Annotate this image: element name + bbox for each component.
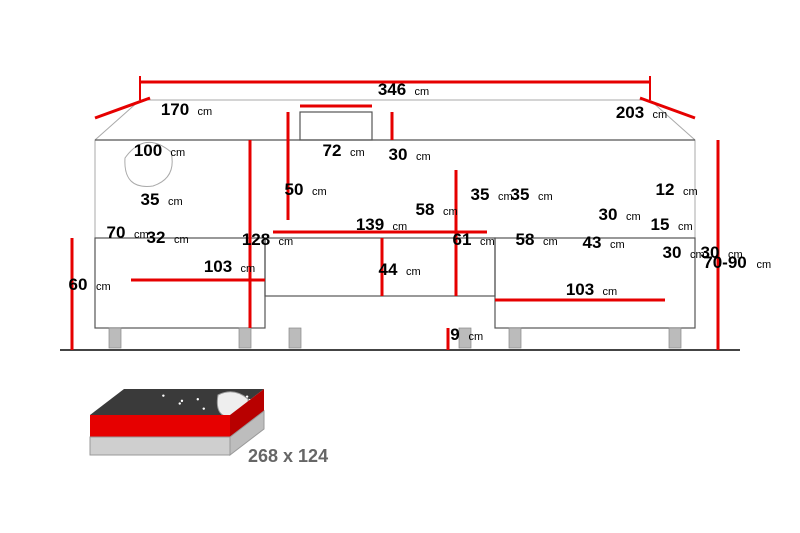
svg-text:cm: cm [678, 221, 693, 233]
dim-h30c: 30cm [663, 243, 705, 262]
dim-w30b: 30 cm [599, 205, 641, 224]
dim-h70: 70cm [107, 223, 149, 242]
dim-w35c: 35 cm [511, 185, 553, 204]
dim-w43: 43 cm [583, 233, 625, 252]
dim-w72: 72 cm [323, 141, 365, 160]
svg-text:cm: cm [653, 109, 668, 121]
svg-text:cm: cm [469, 331, 484, 343]
svg-text:cm: cm [610, 239, 625, 251]
svg-text:cm: cm [96, 281, 111, 293]
svg-text:cm: cm [174, 234, 189, 246]
dim-w170: 170 cm [161, 100, 212, 119]
dim-h30a: 30 cm [389, 145, 431, 164]
svg-text:cm: cm [480, 236, 495, 248]
dim-w139: 139 cm [356, 215, 407, 234]
svg-text:61: 61 [453, 230, 472, 249]
svg-text:35: 35 [471, 185, 490, 204]
svg-text:cm: cm [350, 147, 365, 159]
svg-text:cm: cm [406, 266, 421, 278]
svg-text:15: 15 [651, 215, 670, 234]
svg-text:cm: cm [416, 151, 431, 163]
svg-text:58: 58 [516, 230, 535, 249]
svg-text:128: 128 [242, 230, 270, 249]
dim-h7090: 70-90 cm [703, 253, 771, 272]
dim-h12: 12 cm [656, 180, 698, 199]
dim-w103b: 103 cm [566, 280, 617, 299]
svg-text:72: 72 [323, 141, 342, 160]
svg-text:cm: cm [683, 186, 698, 198]
dim-w100: 100 cm [134, 141, 185, 160]
svg-text:cm: cm [443, 206, 458, 218]
dim-h58a: 58 cm [416, 200, 458, 219]
svg-text:cm: cm [757, 259, 772, 271]
dim-h44: 44 cm [379, 260, 421, 279]
svg-text:35: 35 [141, 190, 160, 209]
dim-w103a: 103 cm [204, 257, 255, 276]
svg-text:100: 100 [134, 141, 162, 160]
svg-text:30: 30 [599, 205, 618, 224]
bed-size-label: 268 x 124 [248, 446, 328, 466]
svg-text:203: 203 [616, 103, 644, 122]
svg-text:cm: cm [168, 196, 183, 208]
svg-text:58: 58 [416, 200, 435, 219]
dim-w35a: 35 cm [141, 190, 183, 209]
svg-text:44: 44 [379, 260, 398, 279]
svg-text:60: 60 [69, 275, 88, 294]
svg-text:35: 35 [511, 185, 530, 204]
svg-text:103: 103 [566, 280, 594, 299]
bed-size-badge: 268 x 124 [90, 389, 328, 466]
dim-h50: 50 cm [285, 180, 327, 199]
svg-text:12: 12 [656, 180, 675, 199]
svg-text:103: 103 [204, 257, 232, 276]
svg-text:cm: cm [538, 191, 553, 203]
svg-text:70-90: 70-90 [703, 253, 746, 272]
svg-text:cm: cm [543, 236, 558, 248]
svg-text:cm: cm [171, 147, 186, 159]
svg-text:170: 170 [161, 100, 189, 119]
svg-text:30: 30 [663, 243, 682, 262]
svg-text:cm: cm [198, 106, 213, 118]
dim-h15: 15 cm [651, 215, 693, 234]
svg-text:cm: cm [415, 86, 430, 98]
dim-w58b: 58 cm [516, 230, 558, 249]
svg-text:32: 32 [147, 228, 166, 247]
svg-text:139: 139 [356, 215, 384, 234]
svg-text:cm: cm [626, 211, 641, 223]
svg-text:50: 50 [285, 180, 304, 199]
svg-text:70: 70 [107, 223, 126, 242]
svg-text:cm: cm [312, 186, 327, 198]
svg-text:cm: cm [279, 236, 294, 248]
dim-h35b: 35cm [471, 185, 513, 204]
svg-text:cm: cm [603, 286, 618, 298]
dim-h60: 60 cm [69, 275, 111, 294]
svg-text:43: 43 [583, 233, 602, 252]
svg-text:30: 30 [389, 145, 408, 164]
svg-text:cm: cm [241, 263, 256, 275]
svg-text:cm: cm [393, 221, 408, 233]
svg-text:9: 9 [450, 325, 459, 344]
svg-text:346: 346 [378, 80, 406, 99]
